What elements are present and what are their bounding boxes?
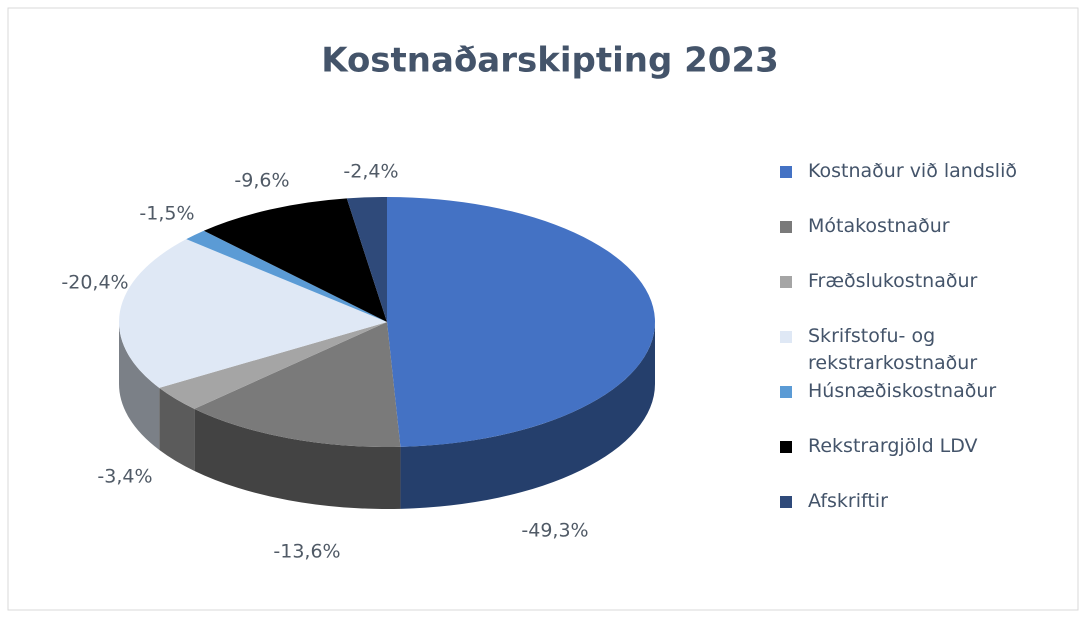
chart-title: Kostnaðarskipting 2023: [321, 41, 779, 81]
legend-swatch: [780, 386, 792, 398]
legend-label: Rekstrargjöld LDV: [808, 435, 978, 457]
legend-swatch: [780, 441, 792, 453]
legend-swatch: [780, 496, 792, 508]
slice-side: [159, 387, 195, 471]
data-label: -49,3%: [521, 520, 588, 542]
slice: [159, 322, 387, 409]
slice: [387, 197, 655, 447]
slice: [186, 230, 387, 322]
legend-item: Fræðslukostnaður: [780, 268, 1040, 295]
data-label: -9,6%: [234, 170, 289, 192]
legend-swatch: [780, 276, 792, 288]
legend-label: Kostnaður við landslið: [808, 160, 1017, 182]
legend-label: Afskriftir: [808, 490, 888, 512]
legend-item: Kostnaður við landslið: [780, 158, 1040, 185]
legend-item: Afskriftir: [780, 488, 1040, 515]
legend-label: Húsnæðiskostnaður: [808, 380, 997, 402]
data-label: -20,4%: [61, 272, 128, 294]
legend-item: Rekstrargjöld LDV: [780, 433, 1040, 460]
data-label: -2,4%: [343, 161, 398, 183]
legend-swatch: [780, 221, 792, 233]
data-label: -13,6%: [273, 541, 340, 563]
slice: [118, 239, 387, 388]
slice-side: [400, 322, 655, 509]
slice-side: [119, 322, 160, 450]
slice: [203, 198, 387, 322]
slice: [194, 322, 401, 447]
legend-label: Skrifstofu- og rekstrarkostnaður: [808, 325, 978, 374]
data-label: -3,4%: [97, 466, 152, 488]
legend-item: Skrifstofu- og rekstrarkostnaður: [780, 323, 1040, 377]
slice-side: [194, 408, 401, 509]
legend-swatch: [780, 166, 792, 178]
legend-item: Húsnæðiskostnaður: [780, 378, 1040, 405]
legend-item: Mótakostnaður: [780, 213, 1040, 240]
legend-swatch: [780, 331, 792, 343]
legend-label: Fræðslukostnaður: [808, 270, 978, 292]
legend-label: Mótakostnaður: [808, 215, 950, 237]
slice: [346, 197, 387, 322]
data-label: -1,5%: [139, 203, 194, 225]
